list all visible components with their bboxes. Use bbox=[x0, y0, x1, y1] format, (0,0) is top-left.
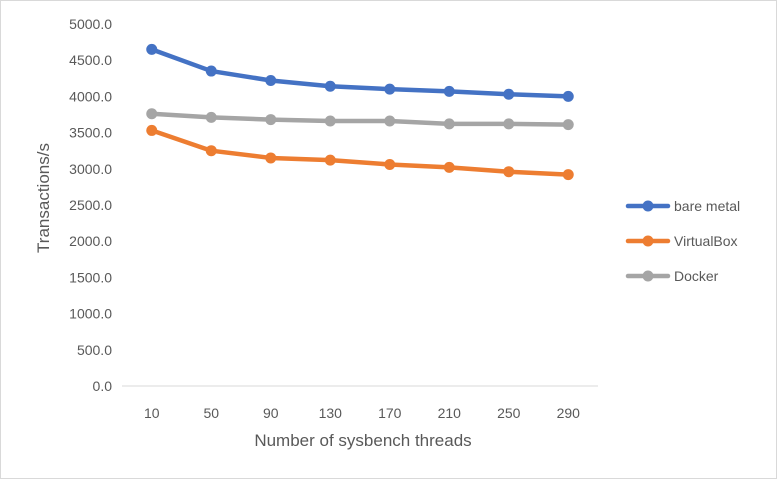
data-point-bare-metal bbox=[324, 80, 336, 92]
legend-item-docker: Docker bbox=[625, 268, 719, 284]
data-point-virtualbox bbox=[205, 145, 217, 157]
data-point-bare-metal bbox=[503, 88, 515, 100]
series-virtualbox bbox=[146, 124, 574, 181]
y-tick-label: 500.0 bbox=[77, 342, 112, 358]
data-point-docker bbox=[562, 119, 574, 131]
data-point-docker bbox=[503, 118, 515, 130]
legend-swatch-marker bbox=[642, 270, 654, 282]
x-tick-label: 290 bbox=[557, 405, 581, 421]
data-point-bare-metal bbox=[265, 74, 277, 86]
data-point-bare-metal bbox=[384, 83, 396, 95]
data-point-virtualbox bbox=[384, 158, 396, 170]
x-tick-label: 210 bbox=[438, 405, 462, 421]
legend-item-bare-metal: bare metal bbox=[625, 198, 740, 214]
y-axis-ticks: 0.0 500.0 1000.0 1500.0 2000.0 2500.0 3000.0 35… bbox=[69, 16, 112, 394]
y-tick-label: 1500.0 bbox=[69, 269, 112, 285]
legend-label: VirtualBox bbox=[674, 233, 738, 249]
series-line-virtualbox bbox=[149, 128, 571, 177]
data-point-virtualbox bbox=[265, 152, 277, 164]
x-tick-label: 90 bbox=[263, 405, 279, 421]
y-tick-label: 2500.0 bbox=[69, 197, 112, 213]
y-tick-label: 3500.0 bbox=[69, 125, 112, 141]
x-tick-label: 50 bbox=[203, 405, 219, 421]
y-tick-label: 2000.0 bbox=[69, 233, 112, 249]
y-tick-label: 0.0 bbox=[93, 378, 113, 394]
data-point-bare-metal bbox=[146, 43, 158, 55]
data-point-virtualbox bbox=[146, 124, 158, 136]
y-tick-label: 1000.0 bbox=[69, 306, 112, 322]
legend-swatch-marker bbox=[642, 200, 654, 212]
y-tick-label: 4500.0 bbox=[69, 52, 112, 68]
y-axis-title: Transactions/s bbox=[34, 143, 53, 253]
series-line-docker bbox=[149, 111, 571, 127]
legend-label: bare metal bbox=[674, 198, 740, 214]
legend-label: Docker bbox=[674, 268, 719, 284]
data-point-docker bbox=[384, 115, 396, 127]
data-point-docker bbox=[205, 111, 217, 123]
y-tick-label: 4000.0 bbox=[69, 88, 112, 104]
data-point-docker bbox=[265, 114, 277, 126]
data-point-virtualbox bbox=[443, 161, 455, 173]
x-tick-label: 10 bbox=[144, 405, 160, 421]
x-axis-ticks: 10 50 90 130 170 210 250 290 bbox=[144, 405, 580, 421]
series-docker bbox=[146, 108, 574, 131]
x-tick-label: 170 bbox=[378, 405, 402, 421]
data-point-docker bbox=[324, 115, 336, 127]
series-bare-metal bbox=[146, 43, 574, 102]
x-tick-label: 130 bbox=[319, 405, 343, 421]
series-layer bbox=[146, 43, 574, 181]
data-point-docker bbox=[443, 118, 455, 130]
x-tick-label: 250 bbox=[497, 405, 521, 421]
y-tick-label: 3000.0 bbox=[69, 161, 112, 177]
x-axis-title: Number of sysbench threads bbox=[254, 431, 471, 450]
series-line-bare-metal bbox=[149, 47, 571, 99]
legend: bare metal VirtualBox Docker bbox=[625, 198, 740, 284]
data-point-bare-metal bbox=[443, 85, 455, 97]
data-point-bare-metal bbox=[562, 90, 574, 102]
data-point-bare-metal bbox=[205, 65, 217, 77]
data-point-virtualbox bbox=[562, 169, 574, 181]
data-point-docker bbox=[146, 108, 158, 120]
y-tick-label: 5000.0 bbox=[69, 16, 112, 32]
data-point-virtualbox bbox=[503, 166, 515, 178]
legend-swatch-marker bbox=[642, 235, 654, 247]
legend-item-virtualbox: VirtualBox bbox=[625, 233, 738, 249]
data-point-virtualbox bbox=[324, 154, 336, 166]
